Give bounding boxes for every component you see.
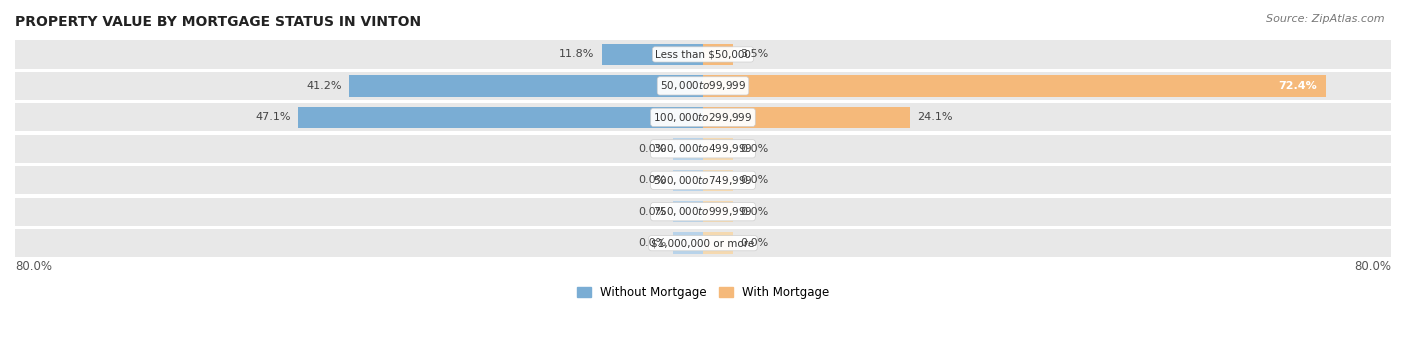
Text: $300,000 to $499,999: $300,000 to $499,999 — [654, 142, 752, 155]
Text: 24.1%: 24.1% — [917, 112, 953, 122]
Text: 80.0%: 80.0% — [15, 261, 52, 273]
Text: 47.1%: 47.1% — [256, 112, 291, 122]
Bar — [15, 40, 1391, 69]
Text: 0.0%: 0.0% — [638, 144, 666, 154]
Text: $1,000,000 or more: $1,000,000 or more — [651, 238, 755, 248]
Text: 0.0%: 0.0% — [740, 144, 768, 154]
Text: $500,000 to $749,999: $500,000 to $749,999 — [654, 174, 752, 187]
Bar — [15, 197, 1391, 226]
Bar — [349, 75, 703, 97]
Legend: Without Mortgage, With Mortgage: Without Mortgage, With Mortgage — [572, 281, 834, 304]
Bar — [15, 135, 1391, 163]
Bar — [298, 107, 703, 128]
Bar — [703, 107, 910, 128]
Bar — [602, 44, 703, 65]
Text: 0.0%: 0.0% — [740, 238, 768, 248]
Text: Source: ZipAtlas.com: Source: ZipAtlas.com — [1267, 14, 1385, 24]
Bar — [15, 229, 1391, 257]
Text: 0.0%: 0.0% — [740, 207, 768, 217]
Bar — [703, 201, 733, 222]
Text: $100,000 to $299,999: $100,000 to $299,999 — [654, 111, 752, 124]
Text: 41.2%: 41.2% — [307, 81, 342, 91]
Bar — [673, 233, 703, 254]
Bar — [673, 138, 703, 160]
Text: $50,000 to $99,999: $50,000 to $99,999 — [659, 79, 747, 92]
Bar — [703, 44, 733, 65]
Text: 0.0%: 0.0% — [740, 175, 768, 185]
Text: $750,000 to $999,999: $750,000 to $999,999 — [654, 205, 752, 218]
Bar — [703, 75, 1326, 97]
Text: 3.5%: 3.5% — [740, 49, 768, 59]
Bar — [673, 201, 703, 222]
Text: 80.0%: 80.0% — [1354, 261, 1391, 273]
Bar — [15, 166, 1391, 194]
Bar — [15, 103, 1391, 132]
Text: Less than $50,000: Less than $50,000 — [655, 49, 751, 59]
Bar — [703, 169, 733, 191]
Bar — [673, 169, 703, 191]
Bar — [703, 138, 733, 160]
Text: 0.0%: 0.0% — [638, 238, 666, 248]
Bar — [15, 72, 1391, 100]
Text: PROPERTY VALUE BY MORTGAGE STATUS IN VINTON: PROPERTY VALUE BY MORTGAGE STATUS IN VIN… — [15, 15, 422, 29]
Text: 11.8%: 11.8% — [560, 49, 595, 59]
Bar — [703, 233, 733, 254]
Text: 72.4%: 72.4% — [1278, 81, 1317, 91]
Text: 0.0%: 0.0% — [638, 207, 666, 217]
Text: 0.0%: 0.0% — [638, 175, 666, 185]
